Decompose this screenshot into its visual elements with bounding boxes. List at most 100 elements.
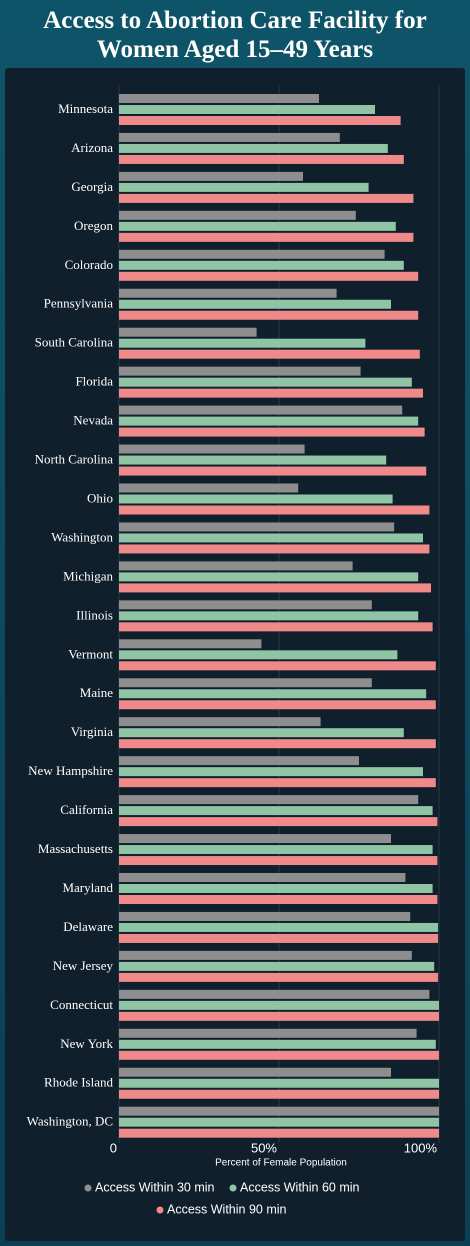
bar <box>119 427 425 437</box>
bar <box>119 1078 439 1088</box>
bar <box>119 221 396 231</box>
bar <box>119 1000 439 1010</box>
y-tick-label: Rhode Island <box>44 1075 113 1090</box>
y-tick-label: Maryland <box>62 880 113 895</box>
bar <box>119 600 372 610</box>
y-tick-label: Colorado <box>65 257 113 272</box>
bar <box>119 1039 436 1049</box>
bar <box>119 1117 439 1127</box>
bar <box>119 327 257 337</box>
bar <box>119 522 395 532</box>
bar <box>119 416 419 426</box>
bar <box>119 572 419 582</box>
y-tick-label: Nevada <box>73 413 113 428</box>
legend-marker <box>156 1206 164 1214</box>
bar <box>119 349 420 359</box>
bar <box>119 193 414 203</box>
y-tick-label: Minnesota <box>58 101 113 116</box>
bar <box>119 756 359 766</box>
bar <box>119 911 411 921</box>
bar <box>119 989 430 999</box>
bar <box>119 388 423 398</box>
x-tick-label: 100% <box>404 1140 438 1155</box>
x-tick-label: 0 <box>110 1140 117 1155</box>
bar <box>119 1067 391 1077</box>
y-tick-label: North Carolina <box>35 452 114 467</box>
bar <box>119 922 439 932</box>
bar <box>119 455 387 465</box>
y-tick-label: Maine <box>80 685 113 700</box>
y-tick-label: Florida <box>75 374 113 389</box>
y-tick-label: Oregon <box>74 218 113 233</box>
legend-marker <box>229 1184 237 1192</box>
y-tick-label: New Jersey <box>53 958 114 973</box>
bar <box>119 288 337 298</box>
bar <box>119 622 433 632</box>
bar <box>119 1050 439 1060</box>
bar <box>119 483 299 493</box>
x-tick-label: 50% <box>251 1140 277 1155</box>
y-tick-label: Connecticut <box>50 997 113 1012</box>
y-tick-label: Washington, DC <box>27 1114 113 1129</box>
bar <box>119 533 423 543</box>
bar <box>119 639 262 649</box>
legend-label: Access Within 30 min <box>95 1180 215 1194</box>
bar <box>119 182 369 192</box>
y-tick-label: California <box>60 802 113 817</box>
bar <box>119 94 319 103</box>
y-tick-label: Massachusetts <box>38 841 113 856</box>
bar <box>119 143 388 153</box>
y-tick-label: Pennsylvania <box>44 296 114 311</box>
bar <box>119 377 412 387</box>
bar <box>119 271 419 281</box>
bar <box>119 154 404 164</box>
bar <box>119 689 427 699</box>
bar <box>119 739 436 749</box>
bar <box>119 249 385 259</box>
y-tick-label: New Hampshire <box>28 763 113 778</box>
y-tick-label: South Carolina <box>35 335 114 350</box>
bar <box>119 972 439 982</box>
bar <box>119 299 391 309</box>
bar <box>119 856 438 866</box>
bar <box>119 1028 417 1038</box>
bar <box>119 232 414 242</box>
bar <box>119 717 321 727</box>
y-tick-label: Vermont <box>68 646 113 661</box>
y-tick-label: Delaware <box>63 919 113 934</box>
legend-label: Access Within 60 min <box>240 1180 360 1194</box>
bar <box>119 494 393 504</box>
y-tick-label: Washington <box>51 529 113 544</box>
bar <box>119 171 303 181</box>
legend-marker <box>84 1184 92 1192</box>
bar <box>119 1089 439 1099</box>
bar <box>119 661 436 671</box>
bar <box>119 895 438 904</box>
bar <box>119 884 433 893</box>
bar <box>119 678 372 688</box>
bar <box>119 873 406 882</box>
bar <box>119 700 436 710</box>
y-tick-label: Michigan <box>63 568 113 583</box>
bar <box>119 116 401 125</box>
bar <box>119 505 430 515</box>
bar <box>119 950 412 960</box>
bar <box>119 210 356 220</box>
y-tick-label: New York <box>60 1036 113 1051</box>
bar <box>119 310 419 320</box>
bar <box>119 583 431 593</box>
bar <box>119 260 404 270</box>
y-tick-label: Ohio <box>87 490 113 505</box>
bar <box>119 1106 439 1116</box>
y-tick-label: Georgia <box>71 179 113 194</box>
y-tick-label: Virginia <box>71 724 114 739</box>
bar <box>119 405 403 415</box>
bar <box>119 845 433 855</box>
bar <box>119 767 423 777</box>
bar <box>119 817 438 827</box>
bar <box>119 806 433 816</box>
bar <box>119 834 391 844</box>
bar <box>119 778 436 788</box>
